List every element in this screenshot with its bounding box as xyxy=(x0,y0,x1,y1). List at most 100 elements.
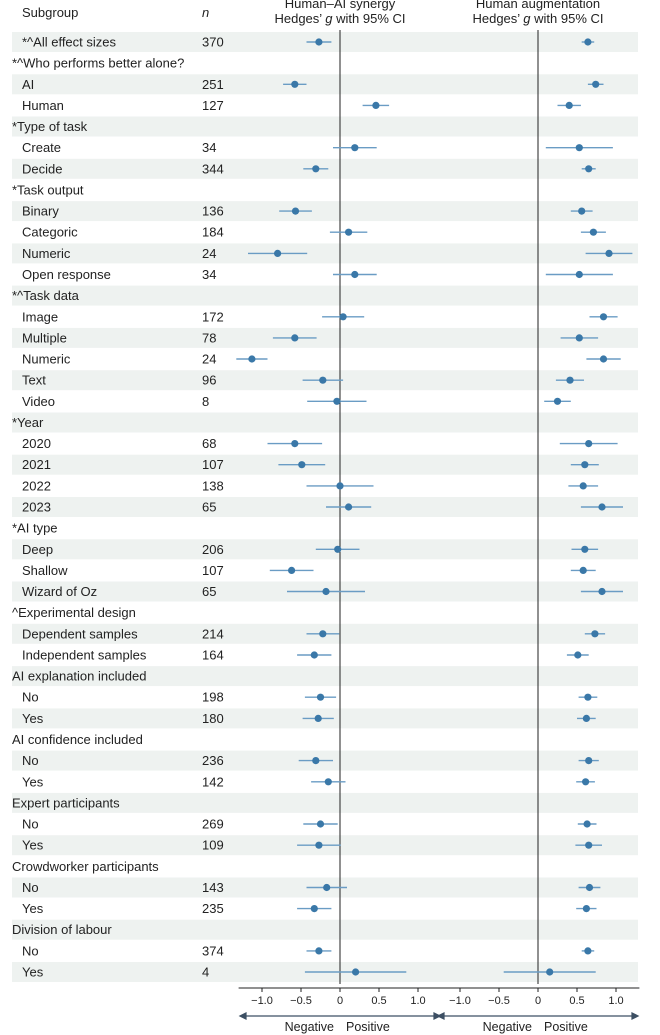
n-value: 269 xyxy=(202,817,224,832)
synergy-point xyxy=(316,820,325,828)
n-header: n xyxy=(202,5,209,20)
synergy-point xyxy=(339,313,347,321)
subgroup-label: No xyxy=(22,817,39,832)
augmentation-point xyxy=(575,270,583,279)
augmentation-point xyxy=(584,693,592,701)
subgroup-label: 2021 xyxy=(22,457,51,472)
synergy-tick-label: 0.5 xyxy=(371,995,386,1007)
subgroup-header-label: *Task output xyxy=(12,183,84,198)
augmentation-positive-label: Positive xyxy=(544,1020,588,1034)
subgroup-label: Yes xyxy=(22,774,44,789)
augmentation-point xyxy=(585,440,593,448)
augmentation-point xyxy=(553,397,562,405)
row-band xyxy=(12,666,638,687)
subgroup-header-label: *AI type xyxy=(12,521,58,536)
augmentation-point xyxy=(582,905,591,913)
synergy-point xyxy=(312,757,320,765)
synergy-point xyxy=(291,334,299,342)
subgroup-header-label: AI explanation included xyxy=(12,669,146,684)
row-band xyxy=(12,792,638,813)
subgroup-label: 2020 xyxy=(22,436,51,451)
subgroup-label: Open response xyxy=(22,267,111,282)
n-value: 136 xyxy=(202,204,224,219)
row-band xyxy=(12,919,638,940)
synergy-point xyxy=(323,883,331,892)
synergy-point xyxy=(372,101,380,109)
augmentation-point xyxy=(591,630,599,638)
synergy-point xyxy=(336,482,344,490)
synergy-point xyxy=(312,165,320,173)
synergy-point xyxy=(288,566,296,575)
synergy-point xyxy=(315,947,323,955)
synergy-point xyxy=(291,207,300,215)
synergy-point xyxy=(291,80,299,88)
subgroup-label: Binary xyxy=(22,204,59,219)
synergy-point xyxy=(310,651,318,659)
augmentation-point xyxy=(546,968,554,976)
n-value: 127 xyxy=(202,98,224,113)
augmentation-point xyxy=(566,376,574,384)
row-band xyxy=(12,412,638,433)
subgroup-header-label: ^Experimental design xyxy=(12,605,136,620)
synergy-point xyxy=(315,841,323,849)
subgroup-label: No xyxy=(22,880,39,895)
row-band xyxy=(12,74,638,95)
subgroup-header-label: AI confidence included xyxy=(12,732,143,747)
subgroup-label: Text xyxy=(22,373,46,388)
n-value: 24 xyxy=(202,246,216,261)
n-value: 138 xyxy=(202,478,224,493)
augmentation-point xyxy=(565,101,573,109)
augmentation-tick-label: −1.0 xyxy=(449,995,471,1007)
augmentation-point xyxy=(575,144,583,152)
augmentation-point xyxy=(582,714,591,723)
synergy-point xyxy=(316,693,325,701)
subgroup-header-label: Division of labour xyxy=(12,922,112,937)
synergy-point xyxy=(345,503,353,511)
synergy-tick-label: 1.0 xyxy=(410,995,425,1007)
n-value: 4 xyxy=(202,965,209,980)
n-value: 164 xyxy=(202,648,224,663)
n-value: 143 xyxy=(202,880,224,895)
n-value: 65 xyxy=(202,584,216,599)
subgroup-label: Image xyxy=(22,309,58,324)
n-value: 206 xyxy=(202,542,224,557)
augmentation-point xyxy=(585,883,594,892)
subgroup-label: Wizard of Oz xyxy=(22,584,97,599)
subgroup-label: No xyxy=(22,753,39,768)
synergy-left-arrowhead xyxy=(238,1012,247,1020)
augmentation-point xyxy=(583,820,591,828)
subgroup-header-label: *^Task data xyxy=(12,288,80,303)
n-value: 107 xyxy=(202,563,224,578)
augmentation-point xyxy=(582,778,590,786)
n-value: 24 xyxy=(202,352,216,367)
n-value: 34 xyxy=(202,267,216,282)
augmentation-tick-label: 1.0 xyxy=(608,995,623,1007)
panel2-subtitle: Hedges’ g with 95% CI xyxy=(472,11,603,26)
n-value: 251 xyxy=(202,77,224,92)
panel1-subtitle-post: with 95% CI xyxy=(333,11,406,26)
row-bands xyxy=(12,32,638,982)
synergy-tick-label: 0 xyxy=(337,995,343,1007)
augmentation-tick-label: 0 xyxy=(535,995,541,1007)
augmentation-point xyxy=(585,757,593,765)
n-value: 235 xyxy=(202,901,224,916)
n-value: 8 xyxy=(202,394,209,409)
augmentation-point xyxy=(599,355,608,363)
row-band xyxy=(12,497,638,517)
subgroup-header-label: *Year xyxy=(12,415,44,430)
synergy-point xyxy=(352,968,360,976)
subgroup-header-label: Expert participants xyxy=(12,795,120,810)
augmentation-point xyxy=(598,503,606,511)
subgroup-label: AI xyxy=(22,77,34,92)
synergy-positive-label: Positive xyxy=(346,1020,390,1034)
subgroup-label: Multiple xyxy=(22,330,67,345)
effect-marks xyxy=(236,38,633,976)
subgroup-label: 2022 xyxy=(22,478,51,493)
row-labels: *^All effect sizes 370 *^Who performs bett… xyxy=(12,35,224,980)
subgroup-header-label: Crowdworker participants xyxy=(12,859,159,874)
subgroup-label: Human xyxy=(22,98,64,113)
augmentation-right-arrowhead xyxy=(631,1012,640,1020)
synergy-point xyxy=(319,376,327,384)
n-value: 344 xyxy=(202,161,224,176)
n-value: 198 xyxy=(202,690,224,705)
